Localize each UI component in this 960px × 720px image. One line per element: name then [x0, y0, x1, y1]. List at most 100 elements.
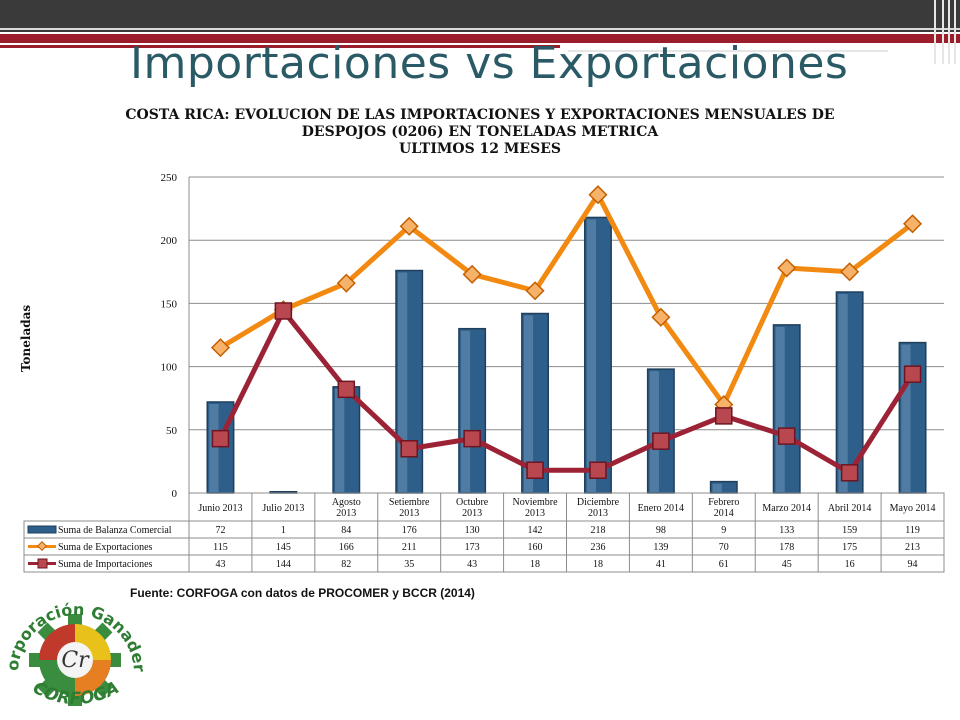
point-importaciones [589, 461, 607, 479]
x-category-label: Noviembre [513, 497, 559, 508]
table-cell-value: 133 [779, 525, 794, 536]
bar-highlight [775, 326, 785, 492]
y-tick-label: 0 [172, 488, 178, 500]
table-cell-value: 115 [213, 542, 228, 553]
point-importaciones [400, 440, 418, 458]
table-cell-value: 72 [215, 525, 225, 536]
point-importaciones [652, 432, 670, 450]
x-category-label: Diciembre [577, 497, 620, 508]
legend-key-marker [37, 558, 48, 569]
svg-text:Cr: Cr [61, 648, 90, 673]
table-cell-value: 173 [465, 542, 480, 553]
table-cell-value: 94 [908, 559, 918, 570]
chart-title-line-1: COSTA RICA: EVOLUCION DE LAS IMPORTACION… [125, 107, 835, 123]
table-cell-value: 139 [653, 542, 668, 553]
header-right-decoration [930, 0, 960, 64]
chart-title-line-2: DESPOJOS (0206) EN TONELADAS METRICA [301, 124, 659, 140]
bar-highlight [335, 388, 345, 492]
header-red-band [0, 34, 960, 43]
x-category-label: Setiembre [389, 497, 430, 508]
point-importaciones [777, 427, 796, 445]
y-tick-label: 100 [161, 362, 178, 374]
bar-highlight [838, 294, 848, 492]
table-cell-value: 61 [719, 559, 729, 570]
point-exportaciones [462, 264, 482, 284]
bar-highlight [901, 344, 911, 492]
point-exportaciones [840, 262, 860, 282]
table-cell-value: 145 [276, 542, 291, 553]
line-exportaciones [219, 192, 915, 408]
top-bar [0, 0, 960, 32]
x-category-label: Enero 2014 [638, 503, 684, 514]
point-importaciones [840, 464, 859, 482]
table-cell-value: 84 [341, 525, 351, 536]
slide-title: Importaciones vs Exportaciones [130, 38, 849, 89]
bar-highlight [209, 403, 219, 492]
x-category-label: Marzo 2014 [762, 503, 811, 514]
point-importaciones [715, 407, 733, 425]
bar-highlight [649, 371, 659, 492]
x-category-label: Agosto [332, 497, 361, 508]
table-cell-value: 175 [842, 542, 857, 553]
legend-key-bar [27, 525, 57, 534]
legend-series-name: Suma de Importaciones [58, 559, 153, 570]
x-category-label: Julio 2013 [262, 503, 304, 514]
table-cell-value: 130 [465, 525, 480, 536]
table-cell-value: 211 [402, 542, 417, 553]
table-cell-value: 18 [530, 559, 540, 570]
point-exportaciones [210, 338, 231, 358]
table-cell-value: 70 [719, 542, 729, 553]
table-cell-value: 166 [339, 542, 354, 553]
x-category-label: 2013 [525, 508, 545, 519]
line-importaciones [218, 308, 915, 476]
table-cell-value: 144 [276, 559, 291, 570]
y-tick-label: 50 [166, 425, 178, 437]
x-category-label: Febrero [708, 497, 739, 508]
table-cell-value: 43 [215, 559, 225, 570]
table-cell-value: 176 [402, 525, 417, 536]
y-tick-label: 150 [161, 298, 178, 310]
legend-series-name: Suma de Balanza Comercial [58, 525, 172, 536]
table-cell-value: 218 [590, 525, 605, 536]
table-cell-value: 213 [905, 542, 920, 553]
table-cell-value: 119 [905, 525, 920, 536]
point-importaciones [337, 380, 356, 399]
table-cell-value: 1 [281, 525, 286, 536]
point-exportaciones [336, 273, 356, 293]
point-exportaciones [777, 258, 797, 278]
table-cell-value: 16 [845, 559, 855, 570]
point-exportaciones [399, 216, 419, 236]
y-tick-label: 200 [161, 235, 178, 247]
x-category-label: 2013 [399, 508, 419, 519]
table-cell-value: 18 [593, 559, 603, 570]
corfoga-logo: Cr Corporación Ganadera CORFOGA [0, 578, 149, 709]
x-category-label: Abril 2014 [828, 503, 872, 514]
chart-title-line-3: ULTIMOS 12 MESES [399, 141, 561, 157]
header-red-line [0, 45, 560, 48]
point-exportaciones [525, 281, 545, 301]
table-cell-value: 9 [721, 525, 726, 536]
table-cell-value: 159 [842, 525, 857, 536]
point-exportaciones [902, 214, 923, 234]
point-importaciones [463, 429, 481, 448]
x-category-label: 2014 [714, 508, 734, 519]
table-cell-value: 160 [528, 542, 543, 553]
x-category-label: Mayo 2014 [890, 503, 936, 514]
legend-key-marker [37, 541, 47, 551]
table-row [23, 554, 945, 573]
bar-highlight [712, 483, 722, 492]
table-cell-value: 178 [779, 542, 794, 553]
source-note: Fuente: CORFOGA con datos de PROCOMER y … [130, 586, 475, 600]
x-category-label: Octubre [456, 497, 489, 508]
x-category-label: 2013 [336, 508, 356, 519]
point-importaciones [211, 429, 230, 448]
bar-highlight [397, 272, 408, 492]
point-exportaciones [588, 185, 608, 205]
table-cell-value: 82 [341, 559, 351, 570]
table-row [23, 537, 945, 556]
point-importaciones [526, 461, 544, 479]
table-cell-value: 43 [467, 559, 477, 570]
bar-highlight [460, 330, 471, 492]
bar-highlight [523, 315, 534, 492]
